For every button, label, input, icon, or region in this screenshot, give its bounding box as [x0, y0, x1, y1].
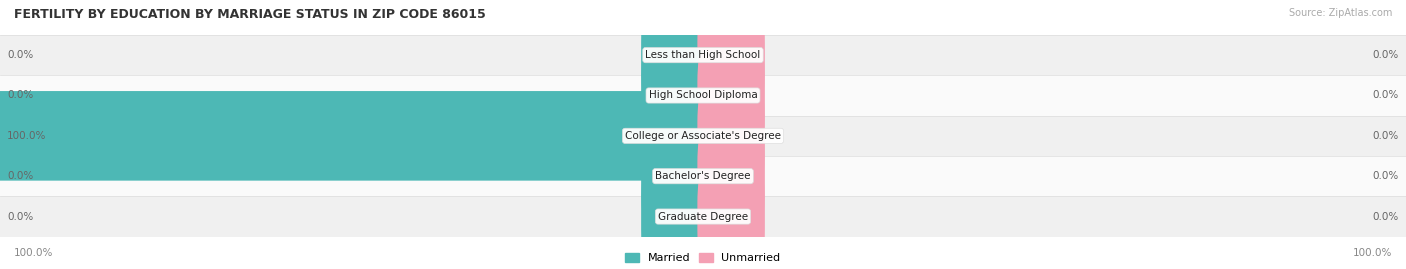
Text: FERTILITY BY EDUCATION BY MARRIAGE STATUS IN ZIP CODE 86015: FERTILITY BY EDUCATION BY MARRIAGE STATU… [14, 8, 486, 21]
Text: 100.0%: 100.0% [7, 131, 46, 141]
Text: 0.0%: 0.0% [1372, 171, 1399, 181]
Text: 100.0%: 100.0% [1353, 248, 1392, 258]
Text: Bachelor's Degree: Bachelor's Degree [655, 171, 751, 181]
Text: 0.0%: 0.0% [7, 171, 34, 181]
FancyBboxPatch shape [697, 132, 765, 221]
FancyBboxPatch shape [697, 10, 765, 100]
Text: 0.0%: 0.0% [1372, 211, 1399, 222]
FancyBboxPatch shape [0, 91, 709, 181]
FancyBboxPatch shape [641, 10, 709, 100]
Text: High School Diploma: High School Diploma [648, 90, 758, 101]
Bar [0, 116, 1406, 156]
Text: Graduate Degree: Graduate Degree [658, 211, 748, 222]
Text: 0.0%: 0.0% [1372, 50, 1399, 60]
FancyBboxPatch shape [697, 172, 765, 261]
Bar [0, 75, 1406, 116]
FancyBboxPatch shape [641, 132, 709, 221]
Text: 100.0%: 100.0% [14, 248, 53, 258]
Text: 0.0%: 0.0% [7, 90, 34, 101]
Text: 0.0%: 0.0% [7, 211, 34, 222]
Bar [0, 35, 1406, 75]
Text: 0.0%: 0.0% [7, 50, 34, 60]
Text: Less than High School: Less than High School [645, 50, 761, 60]
FancyBboxPatch shape [641, 51, 709, 140]
Text: 0.0%: 0.0% [1372, 131, 1399, 141]
Text: College or Associate's Degree: College or Associate's Degree [626, 131, 780, 141]
Legend: Married, Unmarried: Married, Unmarried [626, 253, 780, 263]
Bar [0, 196, 1406, 237]
FancyBboxPatch shape [697, 91, 765, 181]
Text: Source: ZipAtlas.com: Source: ZipAtlas.com [1288, 8, 1392, 18]
Bar [0, 156, 1406, 196]
Text: 0.0%: 0.0% [1372, 90, 1399, 101]
FancyBboxPatch shape [697, 51, 765, 140]
FancyBboxPatch shape [641, 172, 709, 261]
